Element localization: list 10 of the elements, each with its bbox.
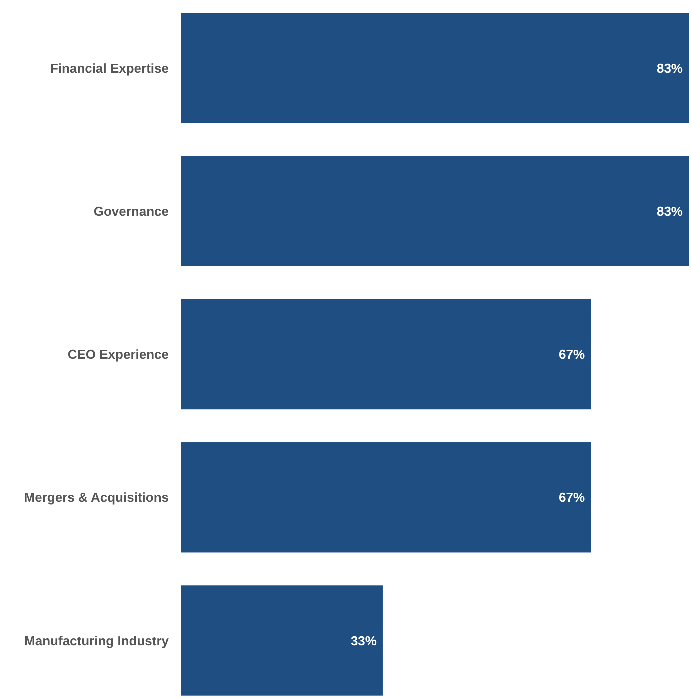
data-label: 67% [559, 490, 586, 506]
y-tick-label: CEO Experience [68, 347, 169, 362]
y-tick-label: Governance [94, 204, 169, 219]
y-tick-label: Financial Expertise [50, 60, 169, 76]
y-tick-label: Manufacturing Industry [24, 633, 170, 648]
data-label: 33% [350, 633, 378, 648]
data-label: 67% [559, 347, 586, 362]
data-label: 83% [656, 60, 684, 76]
y-tick-label: Mergers & Acquisitions [24, 490, 169, 506]
data-label: 83% [656, 204, 684, 219]
